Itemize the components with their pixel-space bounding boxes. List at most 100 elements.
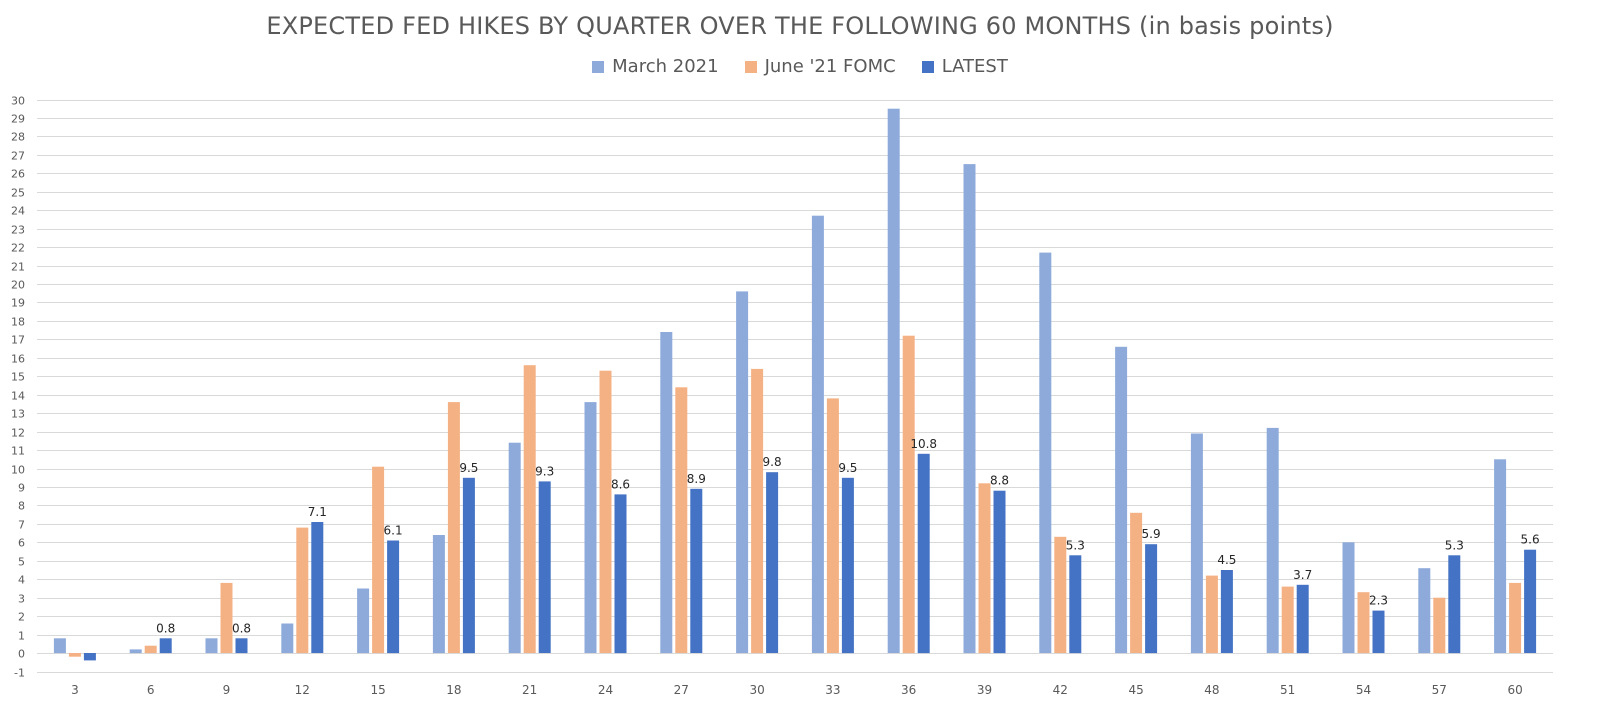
y-tick-label: 19 <box>11 297 25 310</box>
y-tick-label: 26 <box>11 168 25 181</box>
y-tick-label: 2 <box>18 611 25 624</box>
data-label: 9.5 <box>838 461 857 475</box>
y-tick-label: 27 <box>11 150 25 163</box>
y-tick-label: 5 <box>18 556 25 569</box>
bar <box>1145 544 1158 654</box>
legend-swatch-latest <box>921 60 934 73</box>
bar <box>220 582 233 653</box>
y-tick-label: 16 <box>11 353 25 366</box>
y-tick-label: 4 <box>18 574 25 587</box>
bar <box>660 332 673 654</box>
legend-item-latest[interactable]: LATEST <box>921 56 1008 77</box>
y-tick-label: 9 <box>18 482 25 495</box>
bar <box>235 638 248 654</box>
bar <box>1509 582 1522 653</box>
data-label: 9.8 <box>763 455 782 469</box>
legend-item-march-2021[interactable]: March 2021 <box>592 56 719 77</box>
data-label: 4.5 <box>1217 553 1236 567</box>
bar <box>675 387 688 653</box>
x-tick-label: 24 <box>598 683 613 697</box>
bar <box>826 398 839 653</box>
bar <box>1357 592 1370 654</box>
x-tick-label: 12 <box>295 683 310 697</box>
x-tick-label: 6 <box>147 683 155 697</box>
bar <box>1266 427 1279 653</box>
y-tick-label: 18 <box>11 316 25 329</box>
x-tick-label: 9 <box>223 683 231 697</box>
y-tick-label: 0 <box>18 648 25 661</box>
bar <box>690 488 703 653</box>
y-tick-label: 10 <box>11 464 25 477</box>
bar <box>1069 555 1082 654</box>
bar <box>1372 610 1385 653</box>
bar <box>978 483 991 654</box>
bar <box>281 623 294 653</box>
bar <box>993 490 1006 654</box>
bar <box>766 472 779 653</box>
legend: March 2021 June '21 FOMC LATEST <box>0 56 1600 77</box>
bar <box>1524 549 1537 653</box>
bar <box>902 335 915 654</box>
y-tick-label: -1 <box>14 667 25 680</box>
bar <box>811 215 824 653</box>
y-tick-label: 23 <box>11 224 25 237</box>
x-tick-label: 54 <box>1356 683 1371 697</box>
y-tick-label: 6 <box>18 537 25 550</box>
bar <box>432 535 445 654</box>
data-label: 5.3 <box>1066 538 1085 552</box>
legend-swatch-june-fomc <box>744 60 757 73</box>
bar <box>1039 252 1052 653</box>
data-label: 8.6 <box>611 477 630 491</box>
bar <box>538 481 551 653</box>
y-tick-label: 17 <box>11 334 25 347</box>
bar <box>83 653 96 661</box>
x-tick-label: 57 <box>1432 683 1447 697</box>
bar <box>1433 597 1446 654</box>
y-tick-label: 12 <box>11 427 25 440</box>
bar <box>508 442 521 653</box>
y-tick-label: 25 <box>11 187 25 200</box>
data-label: 6.1 <box>384 524 403 538</box>
bar <box>296 527 309 654</box>
legend-label-june-fomc: June '21 FOMC <box>764 56 896 77</box>
x-tick-label: 33 <box>825 683 840 697</box>
x-tick-label: 48 <box>1204 683 1219 697</box>
data-label: 2.3 <box>1369 594 1388 608</box>
bar <box>614 494 627 654</box>
bar <box>917 453 930 654</box>
x-tick-label: 60 <box>1507 683 1522 697</box>
bar <box>1494 459 1507 653</box>
x-tick-label: 39 <box>977 683 992 697</box>
bar <box>462 477 475 654</box>
x-tick-label: 42 <box>1053 683 1068 697</box>
x-tick-label: 15 <box>370 683 385 697</box>
bar <box>372 466 385 654</box>
data-label: 7.1 <box>308 505 327 519</box>
x-tick-label: 21 <box>522 683 537 697</box>
x-tick-label: 51 <box>1280 683 1295 697</box>
legend-label-march-2021: March 2021 <box>612 56 719 77</box>
bar <box>1281 586 1294 653</box>
legend-item-june-fomc[interactable]: June '21 FOMC <box>744 56 896 77</box>
bar <box>1054 536 1067 653</box>
y-tick-label: 22 <box>11 242 25 255</box>
x-tick-label: 18 <box>446 683 461 697</box>
data-label: 8.8 <box>990 474 1009 488</box>
data-label: 5.3 <box>1445 538 1464 552</box>
bar <box>1220 570 1233 653</box>
bar <box>1130 512 1143 653</box>
y-tick-label: 29 <box>11 113 25 126</box>
legend-swatch-march-2021 <box>592 60 605 73</box>
y-tick-label: 7 <box>18 519 25 532</box>
bar <box>144 645 157 654</box>
x-tick-label: 27 <box>674 683 689 697</box>
data-label: 0.8 <box>156 621 175 635</box>
y-tick-label: 28 <box>11 131 25 144</box>
data-label: 9.5 <box>459 461 478 475</box>
x-tick-label: 30 <box>749 683 764 697</box>
data-label: 0.8 <box>232 621 251 635</box>
bar <box>1115 346 1128 654</box>
chart-title: EXPECTED FED HIKES BY QUARTER OVER THE F… <box>266 12 1334 40</box>
bar <box>129 649 142 654</box>
data-label: 5.9 <box>1142 527 1161 541</box>
